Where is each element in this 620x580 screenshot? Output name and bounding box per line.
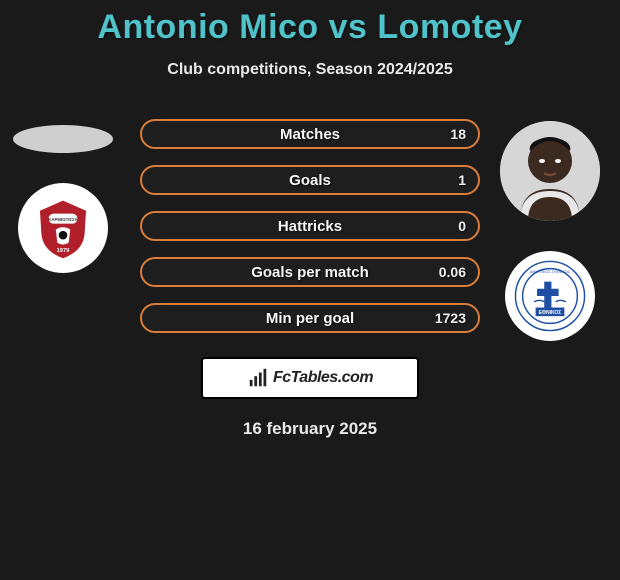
stat-label: Matches xyxy=(280,126,340,143)
date-text: 16 february 2025 xyxy=(0,419,620,439)
stat-label: Hattricks xyxy=(278,218,342,235)
stat-label: Goals xyxy=(289,172,331,189)
svg-text:ΚΑΡΜΙΩΤΙΣΣΑ: ΚΑΡΜΙΩΤΙΣΣΑ xyxy=(48,217,77,222)
shield-icon: ΚΑΡΜΙΩΤΙΣΣΑ 1979 xyxy=(27,192,99,264)
shield-icon: ΕΘΝΙΚΟΣ ΑΘΛΗΤΙΚΟΣ ΣΥΛΛΟΓΟΣ xyxy=(514,260,586,332)
stat-value-right: 0 xyxy=(458,218,466,234)
brand-badge[interactable]: FcTables.com xyxy=(201,357,419,399)
player-left-crest: ΚΑΡΜΙΩΤΙΣΣΑ 1979 xyxy=(18,183,108,273)
svg-text:ΕΘΝΙΚΟΣ: ΕΘΝΙΚΟΣ xyxy=(539,310,562,316)
brand-badge-text: FcTables.com xyxy=(273,369,373,387)
bar-chart-icon xyxy=(247,367,269,389)
comparison-content: ΚΑΡΜΙΩΤΙΣΣΑ 1979 xyxy=(0,119,620,439)
player-left-photo-placeholder xyxy=(13,125,113,153)
stat-row-goals-per-match: Goals per match 0.06 xyxy=(140,257,480,287)
stat-value-right: 1 xyxy=(458,172,466,188)
stat-value-right: 18 xyxy=(450,126,466,142)
stat-bars: Matches 18 Goals 1 Hattricks 0 Goals per… xyxy=(140,119,480,333)
stat-label: Min per goal xyxy=(266,310,354,327)
stat-value-right: 1723 xyxy=(435,310,466,326)
player-right-column: ΕΘΝΙΚΟΣ ΑΘΛΗΤΙΚΟΣ ΣΥΛΛΟΓΟΣ xyxy=(495,119,605,341)
stat-label: Goals per match xyxy=(251,264,369,281)
subtitle: Club competitions, Season 2024/2025 xyxy=(0,61,620,79)
stat-row-min-per-goal: Min per goal 1723 xyxy=(140,303,480,333)
svg-text:1979: 1979 xyxy=(57,248,70,254)
page-title: Antonio Mico vs Lomotey xyxy=(0,0,620,47)
stat-row-hattricks: Hattricks 0 xyxy=(140,211,480,241)
stat-row-matches: Matches 18 xyxy=(140,119,480,149)
player-right-crest: ΕΘΝΙΚΟΣ ΑΘΛΗΤΙΚΟΣ ΣΥΛΛΟΓΟΣ xyxy=(505,251,595,341)
avatar-icon xyxy=(500,121,600,221)
svg-text:ΑΘΛΗΤΙΚΟΣ ΣΥΛΛΟΓΟΣ: ΑΘΛΗΤΙΚΟΣ ΣΥΛΛΟΓΟΣ xyxy=(530,270,571,274)
stat-row-goals: Goals 1 xyxy=(140,165,480,195)
player-left-column: ΚΑΡΜΙΩΤΙΣΣΑ 1979 xyxy=(8,119,118,273)
player-right-photo xyxy=(500,121,600,221)
stat-value-right: 0.06 xyxy=(439,264,466,280)
